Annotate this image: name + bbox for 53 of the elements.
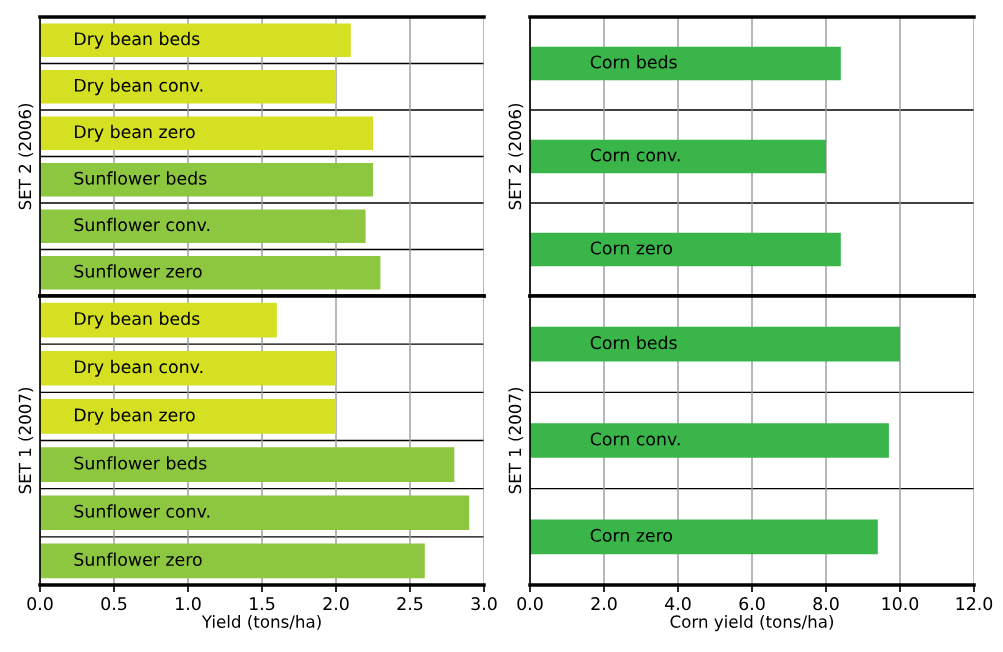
x-tick-label: 12.0 (956, 597, 993, 611)
x-tick-label: 0.5 (101, 597, 127, 611)
category-label: Sunflower zero (74, 552, 202, 566)
category-label: Dry bean zero (75, 124, 195, 142)
bar (530, 326, 900, 362)
x-tick-label: 1.5 (250, 597, 275, 611)
x-tick-label: 4.0 (665, 597, 691, 611)
category-label: Dry bean conv. (75, 359, 203, 377)
category-label: Dry bean conv. (75, 78, 203, 96)
bar (530, 423, 889, 458)
category-label: Corn beds (590, 335, 677, 350)
bar (40, 495, 470, 531)
x-axis-title: Corn yield (tons/ha) (670, 615, 834, 632)
category-label: Dry bean beds (75, 31, 200, 49)
x-axis-title: Yield (tons/ha) (201, 615, 321, 630)
bar (40, 399, 336, 434)
category-label: Corn zero (590, 528, 673, 542)
y-axis-title: SET 2 (2006) (508, 103, 524, 210)
y-axis-title: SET 1 (2007) (18, 387, 34, 494)
bar (40, 70, 336, 104)
bar (40, 447, 455, 482)
bar (40, 302, 277, 338)
bar (40, 543, 425, 579)
x-tick-label: 6.0 (739, 597, 765, 611)
bar (40, 23, 351, 57)
y-axis-title: SET 2 (2006) (18, 103, 34, 210)
bar (530, 519, 878, 555)
y-axis-title: SET 1 (2007) (508, 387, 524, 494)
x-tick-label: 2.0 (591, 597, 617, 611)
x-tick-label: 8.0 (813, 597, 839, 611)
bar (40, 163, 373, 197)
x-tick-label: 3.0 (471, 597, 497, 611)
category-label: Corn conv. (590, 148, 680, 162)
category-label: Sunflower conv. (74, 217, 210, 232)
bar (40, 350, 336, 386)
category-label: Dry bean beds (75, 311, 200, 329)
category-label: Corn zero (590, 241, 673, 255)
bar (40, 116, 373, 150)
category-label: Sunflower zero (74, 264, 202, 278)
category-label: Sunflower beds (74, 456, 207, 470)
x-tick-label: 2.0 (323, 597, 349, 611)
bar (40, 209, 366, 243)
category-label: Corn beds (590, 55, 677, 69)
bar (40, 256, 381, 290)
x-tick-label: 10.0 (882, 597, 919, 611)
x-tick-label: 0.0 (27, 597, 53, 611)
category-label: Dry bean zero (75, 408, 195, 425)
x-tick-label: 0.0 (517, 597, 543, 611)
x-tick-label: 1.0 (176, 597, 201, 611)
category-label: Sunflower conv. (74, 504, 210, 518)
x-tick-label: 2.5 (397, 597, 423, 611)
category-label: Sunflower beds (74, 171, 207, 185)
category-label: Corn conv. (590, 432, 680, 446)
